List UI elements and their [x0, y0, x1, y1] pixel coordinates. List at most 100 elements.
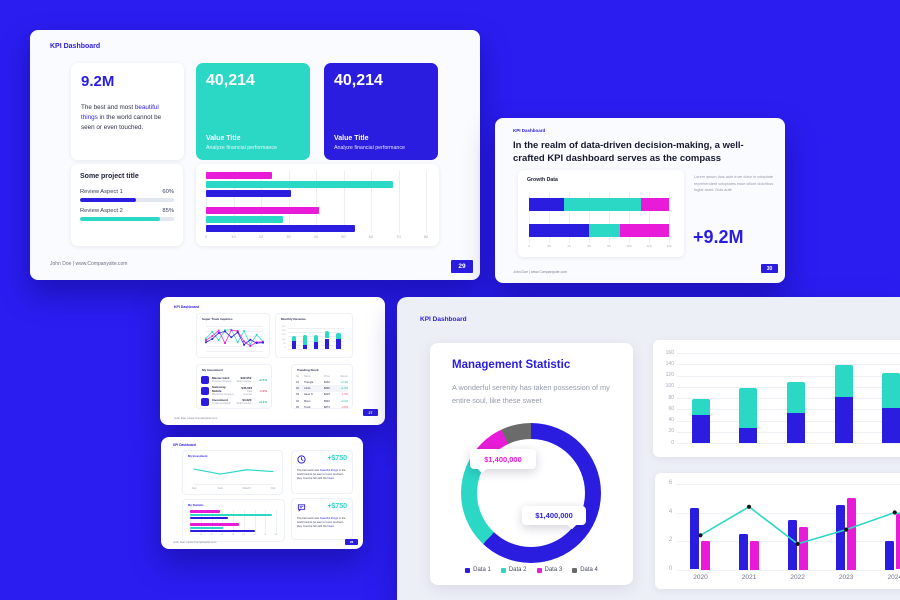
text-pre: The best and most	[297, 517, 321, 520]
cell: 04	[296, 399, 299, 403]
review-bar-chart: 0 10 20 30 40 50 60 70 80	[204, 169, 431, 241]
slide-investment-thumbnail[interactable]: KPI Dashboard My Investment Jan Feb March O…	[161, 437, 363, 549]
tick-label: 0	[671, 439, 674, 446]
table-header: No Name Price Return	[296, 373, 348, 379]
cell: 01	[296, 380, 299, 384]
gridline	[609, 192, 610, 243]
bar-segment-top	[739, 388, 758, 429]
cell: $233	[324, 393, 330, 397]
slide-footer: John Doe | www.Companysite.com	[513, 270, 568, 274]
bar-segment	[529, 198, 564, 212]
bar	[190, 516, 228, 520]
slide-kpi-dashboard-main[interactable]: KPI Dashboard 9.2M The best and most bea…	[30, 30, 480, 280]
review-row: Review Aspect 2 85%	[80, 208, 174, 214]
donut-tooltip-blue: $1,400,000	[522, 506, 586, 525]
x-tick-label: 2023	[838, 573, 854, 581]
legend-label: Data 4	[580, 567, 598, 573]
x-tick-label: March	[242, 486, 251, 490]
legend-item: Data 3	[536, 567, 562, 573]
cell: Mono	[304, 399, 311, 403]
bar	[847, 498, 857, 570]
tick-label: 100	[665, 383, 674, 390]
value-card-title: Value Title	[206, 135, 241, 142]
text-highlight: heart	[327, 525, 334, 529]
bar-segment-bottom	[882, 408, 900, 443]
bar-segment-top	[302, 335, 308, 345]
tick-label: 20	[210, 533, 213, 536]
bar	[884, 541, 894, 570]
cell: $540	[324, 399, 330, 403]
gridline	[629, 192, 630, 243]
bar	[895, 513, 900, 570]
slide-label: KPI Dashboard	[50, 43, 101, 50]
bar-segment-top	[786, 381, 806, 413]
combo-chart-card: 0 2 4 6 2020 2021 2022 2023 2024	[655, 473, 900, 589]
bar	[206, 172, 272, 179]
bar	[701, 541, 711, 570]
col-header: Price	[324, 374, 330, 378]
gridline	[211, 510, 213, 533]
table-row: 02 Circle $890 +1.2%	[296, 385, 348, 392]
project-title: Some project title	[80, 173, 139, 180]
gridline	[206, 331, 263, 332]
bar-segment-top	[882, 372, 900, 409]
yearly-combo-chart: 0 2 4 6 2020 2021 2022 2023 2024	[663, 479, 900, 583]
gridline	[649, 192, 650, 243]
kpi-delta-value: +$750	[327, 455, 347, 462]
legend-swatch	[500, 567, 506, 573]
multi-line-plot	[205, 328, 264, 347]
growth-chart-title: Growth Data	[527, 177, 558, 183]
table-row: 04 Mono $540 +2.1%	[296, 398, 348, 404]
tick-label: 80	[274, 533, 278, 536]
bar-segment-bottom	[314, 341, 319, 349]
table-row: 03 Hexa Tr $233 -1.5%	[296, 392, 348, 398]
tick-label: 20	[258, 234, 264, 239]
bar-segment-bottom	[291, 341, 297, 349]
legend-swatch	[572, 567, 578, 573]
tick-label: 160	[665, 349, 674, 356]
bar-segment-top	[314, 334, 319, 342]
x-tick-label: Oct	[270, 486, 276, 490]
bar	[206, 180, 393, 188]
gridline	[288, 349, 344, 350]
cell: Hexa Tr	[304, 393, 314, 397]
stat-text: The best and most beautiful things in th…	[81, 103, 174, 132]
tick-label: 30	[286, 234, 291, 239]
item-value-sub: Total revenue	[236, 380, 252, 383]
gridline	[243, 510, 245, 533]
donut-legend: Data 1 Data 2 Data 3 Data 4	[430, 567, 633, 573]
growth-chart-card: Growth Data 0 20 40 60 80 100 120 140	[518, 170, 684, 257]
slide-kpi-compass[interactable]: KPI Dashboard In the realm of data-drive…	[495, 118, 785, 283]
tick-label: 80	[607, 244, 611, 248]
tick-label: 0	[204, 234, 208, 239]
text-pre: The best and most	[297, 469, 321, 472]
side-paragraph: Lorem ipsum duis aute irure dolor in vol…	[694, 174, 774, 193]
item-change: +2.5%	[258, 377, 267, 382]
chart-title: Super Track Inquiries	[202, 317, 233, 321]
gridline	[669, 192, 670, 243]
slide-heading: In the realm of data-driven decision-mak…	[513, 140, 744, 164]
bar	[836, 505, 846, 570]
bar-segment	[529, 223, 589, 237]
bar-segment-top	[691, 398, 710, 415]
project-review-card: Some project title Review Aspect 1 60% Re…	[71, 164, 183, 246]
bar-segment	[564, 198, 641, 212]
legend-item: Data 4	[572, 567, 598, 573]
tick-label: 150	[282, 334, 286, 337]
multi-line-chart	[202, 323, 266, 355]
bar	[190, 529, 255, 533]
bar-segment-top	[325, 331, 330, 339]
stock-table: No Name Price Return 01 Triangle $432 +2.4%…	[296, 373, 348, 410]
tick-label: 50	[341, 234, 346, 239]
item-sub: Finance company	[212, 380, 232, 383]
list-title: My Investment	[202, 368, 223, 372]
tick-label: 50	[242, 533, 245, 536]
text-highlight: beautiful things	[320, 517, 339, 520]
tick-label: 100	[626, 244, 632, 248]
x-tick-label: Feb	[217, 486, 223, 490]
value-card-teal: 40,214 Value Title Analyze financial per…	[196, 63, 310, 160]
gridline	[426, 171, 427, 233]
slide-management-statistic[interactable]: KPI Dashboard Management Statistic A won…	[397, 297, 900, 600]
table-row: 05 Treck $873 -0.8%	[296, 404, 348, 410]
slide-dashboard-thumbnail[interactable]: KPI Dashboard Super Track Inquiries Mont…	[160, 297, 385, 425]
